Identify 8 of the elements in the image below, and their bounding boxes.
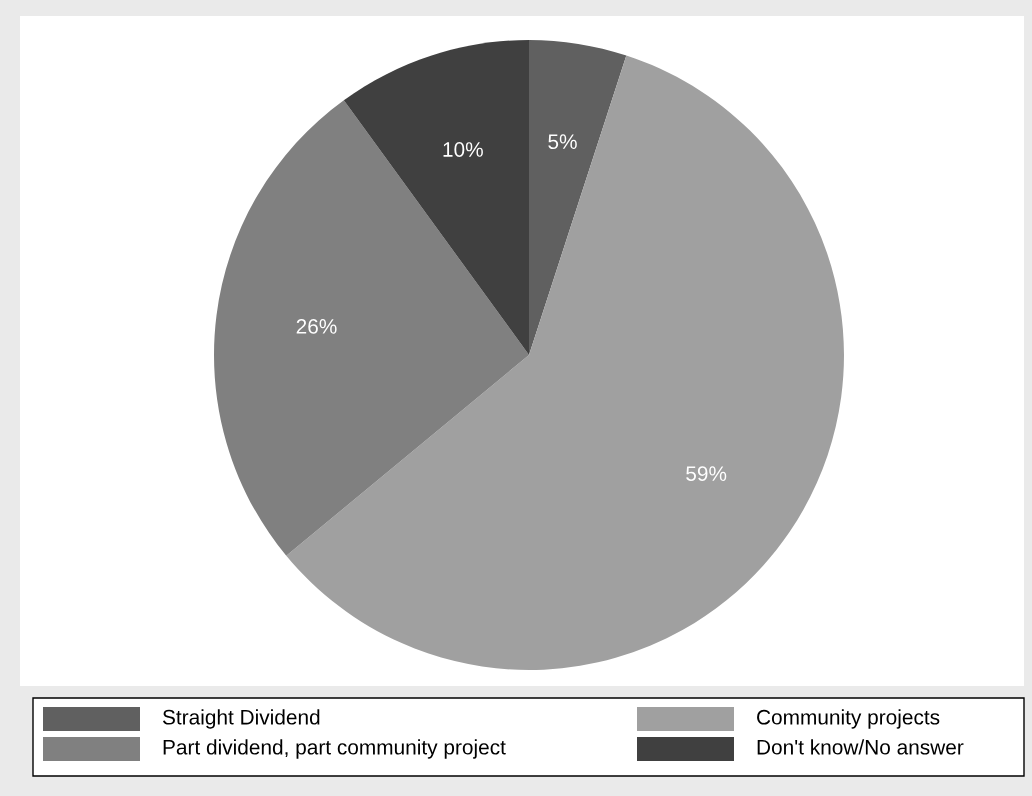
legend-label: Part dividend, part community project xyxy=(163,739,506,759)
legend-label: Don't know/No answer xyxy=(757,739,964,755)
legend-label: Community projects xyxy=(757,709,940,729)
legend-label: Straight Dividend xyxy=(162,709,320,729)
data-label: 5% xyxy=(548,134,577,150)
data-label: 26% xyxy=(296,318,337,334)
data-label: 59% xyxy=(686,466,727,481)
data-label: 10% xyxy=(443,142,483,157)
